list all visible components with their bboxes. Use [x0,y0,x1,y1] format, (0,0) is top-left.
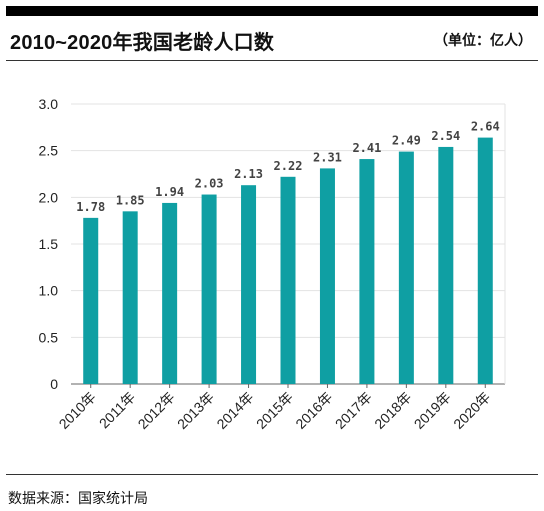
data-label: 2.31 [313,150,342,164]
data-label: 1.94 [155,185,184,199]
bar [122,211,138,384]
y-tick-label: 2.0 [39,189,59,205]
data-label: 2.03 [195,177,224,191]
x-tick-label: 2014年 [213,389,256,432]
bar [201,194,217,384]
x-tick-label: 2011年 [96,389,139,432]
data-label: 2.49 [392,134,421,148]
data-label: 1.78 [76,200,105,214]
bar [162,202,178,384]
x-tick-label: 2013年 [174,389,217,432]
x-tick-label: 2020年 [450,389,493,432]
bar [438,146,454,384]
bar [83,217,99,384]
data-label: 1.85 [116,193,145,207]
bar [319,168,335,384]
data-label: 2.54 [431,129,460,143]
data-label: 2.13 [234,167,263,181]
chart-title: 2010~2020年我国老龄人口数 [10,32,275,54]
y-tick-label: 1.5 [39,236,59,252]
data-label: 2.64 [471,120,500,134]
y-tick-label: 1.0 [39,283,59,299]
unit-label: （单位：亿人） [434,32,532,48]
x-tick-label: 2010年 [56,389,99,432]
x-tick-label: 2019年 [411,389,454,432]
bar [359,159,375,384]
y-tick-label: 2.5 [39,143,59,159]
bar [280,176,296,384]
data-label: 2.41 [352,141,381,155]
source-note: 数据来源：国家统计局 [8,491,148,507]
y-tick-label: 0.5 [39,329,59,345]
x-tick-label: 2015年 [253,389,296,432]
data-label: 2.22 [274,159,303,173]
bar [398,151,414,384]
y-tick-label: 3.0 [39,96,59,112]
title-divider [6,60,538,61]
x-tick-label: 2016年 [292,389,335,432]
bar [477,137,493,384]
y-tick-label: 0 [50,376,58,392]
x-tick-label: 2018年 [371,389,414,432]
top-rule [6,6,538,16]
footer-divider [6,474,538,475]
x-tick-label: 2017年 [332,389,375,432]
bar [241,185,257,384]
x-tick-label: 2012年 [135,389,178,432]
